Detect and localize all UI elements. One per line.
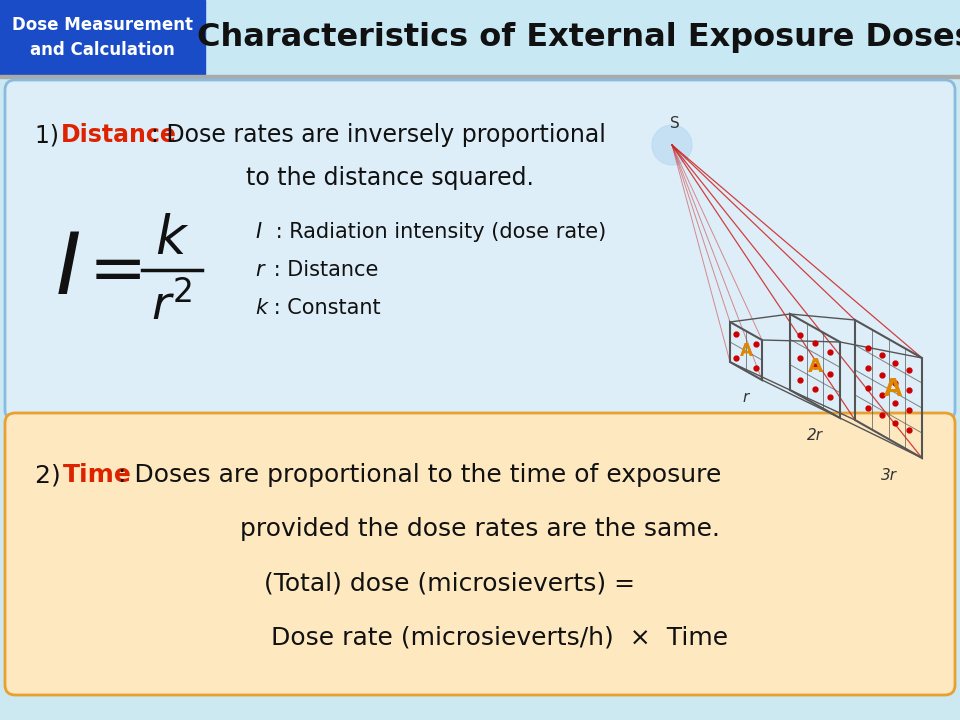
Text: $\it{k}$: $\it{k}$ [255,298,270,318]
Text: Dose rate (microsieverts/h)  ×  Time: Dose rate (microsieverts/h) × Time [272,625,729,649]
Text: A: A [884,377,902,401]
Text: A: A [739,342,753,360]
Text: to the distance squared.: to the distance squared. [246,166,534,190]
Circle shape [652,125,692,165]
Text: : Distance: : Distance [267,260,378,280]
Text: : Doses are proportional to the time of exposure: : Doses are proportional to the time of … [118,463,721,487]
FancyBboxPatch shape [5,80,955,420]
Text: 1): 1) [35,123,66,147]
Text: $\it{r}$: $\it{r}$ [255,260,267,280]
Text: Characteristics of External Exposure Doses: Characteristics of External Exposure Dos… [197,22,960,53]
Text: Dose Measurement
and Calculation: Dose Measurement and Calculation [12,16,193,59]
Text: r: r [743,390,749,405]
Text: $\it{I}$: $\it{I}$ [255,222,263,242]
Text: 3r: 3r [880,468,897,483]
Text: $=$: $=$ [75,237,141,303]
Bar [0,0,960,75]
Text: : Constant: : Constant [267,298,380,318]
Bar [0,75,960,78]
Text: A: A [807,356,823,376]
Text: (Total) dose (microsieverts) =: (Total) dose (microsieverts) = [265,571,636,595]
Text: $k$: $k$ [155,215,189,266]
FancyBboxPatch shape [5,413,955,695]
Text: : Radiation intensity (dose rate): : Radiation intensity (dose rate) [269,222,607,242]
Text: Distance: Distance [61,123,177,147]
Text: provided the dose rates are the same.: provided the dose rates are the same. [240,517,720,541]
Text: 2): 2) [35,463,69,487]
Text: : Dose rates are inversely proportional: : Dose rates are inversely proportional [151,123,606,147]
Bar [0,0,205,75]
Text: S: S [670,116,680,131]
Text: Time: Time [63,463,132,487]
Text: $r^2$: $r^2$ [152,282,193,330]
Text: $I$: $I$ [56,229,81,311]
Text: 2r: 2r [807,428,823,443]
